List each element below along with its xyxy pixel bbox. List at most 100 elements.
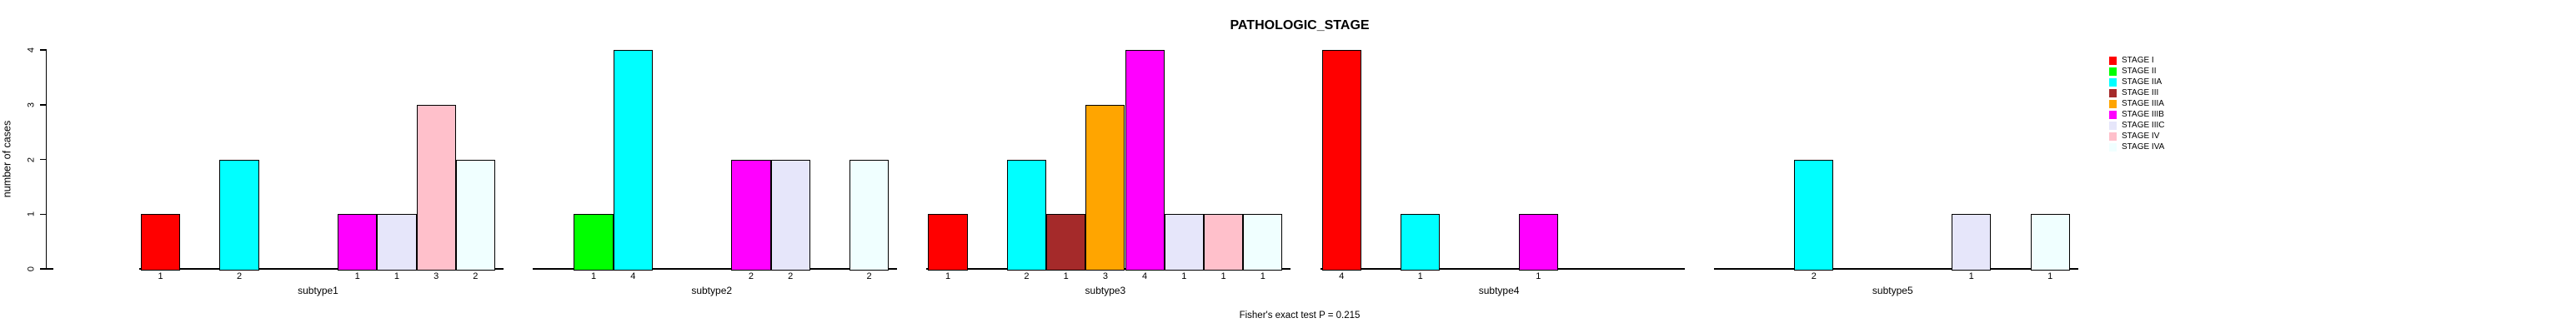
bar-count-label: 2 bbox=[866, 271, 872, 281]
stage-bar bbox=[1046, 214, 1086, 271]
bar-count-label: 1 bbox=[1063, 271, 1069, 281]
y-tick-mark bbox=[39, 213, 46, 215]
stage-bar bbox=[1164, 214, 1204, 271]
bar-count-label: 2 bbox=[748, 271, 754, 281]
stage-bar bbox=[1518, 214, 1558, 271]
x-axis-baseline bbox=[1713, 268, 2078, 270]
stage-bar bbox=[377, 214, 417, 271]
y-tick-mark bbox=[39, 104, 46, 106]
legend-item: STAGE IV bbox=[2109, 131, 2165, 142]
bar-count-label: 2 bbox=[1811, 271, 1817, 281]
group-label: subtype5 bbox=[1872, 284, 1913, 296]
stage-bar bbox=[1794, 159, 1834, 271]
x-axis-baseline bbox=[533, 268, 898, 270]
legend: STAGE I STAGE II STAGE IIA STAGE III STAGE I… bbox=[2109, 55, 2165, 152]
stage-bar bbox=[2030, 214, 2070, 271]
legend-item: STAGE IIIC bbox=[2109, 120, 2165, 131]
stage-bar bbox=[770, 159, 810, 271]
stage-bar bbox=[731, 159, 771, 271]
legend-item: STAGE IIIA bbox=[2109, 98, 2165, 109]
legend-color-swatch bbox=[2109, 88, 2117, 97]
bar-count-label: 1 bbox=[1181, 271, 1187, 281]
stage-bar bbox=[1952, 214, 1992, 271]
legend-color-swatch bbox=[2109, 67, 2117, 76]
legend-item-label: STAGE IVA bbox=[2122, 142, 2165, 152]
legend-color-swatch bbox=[2109, 110, 2117, 119]
stage-bar bbox=[928, 214, 968, 271]
legend-item-label: STAGE IIIC bbox=[2122, 121, 2165, 130]
bar-count-label: 1 bbox=[1220, 271, 1226, 281]
y-tick-label: 2 bbox=[26, 157, 37, 162]
y-tick-mark bbox=[39, 268, 46, 270]
legend-item: STAGE III bbox=[2109, 87, 2165, 98]
x-axis-stub bbox=[47, 268, 53, 270]
stage-bar bbox=[1085, 104, 1125, 271]
bar-count-label: 4 bbox=[1142, 271, 1148, 281]
group-label: subtype3 bbox=[1085, 284, 1126, 296]
y-tick-label: 4 bbox=[26, 47, 37, 53]
legend-item-label: STAGE I bbox=[2122, 56, 2154, 65]
bar-count-label: 1 bbox=[1417, 271, 1423, 281]
bar-count-label: 4 bbox=[630, 271, 636, 281]
legend-item: STAGE I bbox=[2109, 55, 2165, 66]
bar-count-label: 2 bbox=[1024, 271, 1030, 281]
legend-item-label: STAGE IIIB bbox=[2122, 110, 2164, 119]
y-axis-title: number of cases bbox=[1, 120, 13, 198]
stage-bar bbox=[338, 214, 378, 271]
bar-count-label: 1 bbox=[1260, 271, 1265, 281]
stage-bar bbox=[849, 159, 890, 271]
bar-count-label: 1 bbox=[945, 271, 951, 281]
bar-count-label: 2 bbox=[788, 271, 794, 281]
legend-item-label: STAGE IIIA bbox=[2122, 99, 2164, 108]
stage-bar bbox=[1125, 50, 1165, 271]
legend-item-label: STAGE IIA bbox=[2122, 77, 2163, 87]
stage-bar bbox=[1401, 214, 1441, 271]
legend-color-swatch bbox=[2109, 99, 2117, 108]
legend-item: STAGE IIA bbox=[2109, 77, 2165, 87]
x-axis-baseline bbox=[1320, 268, 1685, 270]
legend-color-swatch bbox=[2109, 77, 2117, 87]
stage-bar bbox=[416, 104, 456, 271]
bar-count-label: 1 bbox=[393, 271, 399, 281]
y-tick-label: 3 bbox=[26, 102, 37, 107]
legend-item-label: STAGE II bbox=[2122, 67, 2157, 76]
bar-count-label: 3 bbox=[434, 271, 439, 281]
legend-item: STAGE IVA bbox=[2109, 142, 2165, 152]
stage-bar bbox=[613, 50, 653, 271]
chart-title: PATHOLOGIC_STAGE bbox=[1230, 18, 1370, 32]
stage-bar bbox=[455, 159, 495, 271]
group-label: subtype1 bbox=[298, 284, 338, 296]
y-tick-label: 1 bbox=[26, 211, 37, 217]
legend-color-swatch bbox=[2109, 121, 2117, 130]
stage-bar bbox=[1321, 50, 1361, 271]
group-label: subtype4 bbox=[1478, 284, 1520, 296]
x-axis-baseline bbox=[139, 268, 504, 270]
stage-bar bbox=[219, 159, 259, 271]
bar-count-label: 2 bbox=[473, 271, 479, 281]
stage-bar bbox=[574, 214, 614, 271]
stage-bar bbox=[1203, 214, 1244, 271]
stage-bar bbox=[1243, 214, 1283, 271]
bar-count-label: 1 bbox=[1536, 271, 1541, 281]
y-axis-line bbox=[45, 49, 47, 270]
group-label: subtype2 bbox=[691, 284, 733, 296]
legend-item: STAGE II bbox=[2109, 66, 2165, 77]
bar-count-label: 4 bbox=[1339, 271, 1345, 281]
legend-item-label: STAGE III bbox=[2122, 88, 2159, 97]
fisher-test-annotation: Fisher's exact test P = 0.215 bbox=[1239, 311, 1361, 321]
bar-count-label: 2 bbox=[236, 271, 243, 281]
bar-count-label: 1 bbox=[590, 271, 597, 281]
bar-count-label: 1 bbox=[354, 271, 360, 281]
bar-count-label: 1 bbox=[2047, 271, 2053, 281]
y-tick-label: 0 bbox=[26, 266, 37, 272]
y-tick-mark bbox=[39, 158, 46, 161]
y-tick-mark bbox=[39, 49, 46, 51]
legend-item-label: STAGE IV bbox=[2122, 132, 2160, 141]
bar-count-label: 1 bbox=[158, 271, 163, 281]
legend-item: STAGE IIIB bbox=[2109, 109, 2165, 120]
bar-count-label: 3 bbox=[1102, 271, 1108, 281]
stage-bar bbox=[141, 214, 181, 271]
stage-bar bbox=[1006, 159, 1047, 271]
legend-color-swatch bbox=[2109, 132, 2117, 141]
